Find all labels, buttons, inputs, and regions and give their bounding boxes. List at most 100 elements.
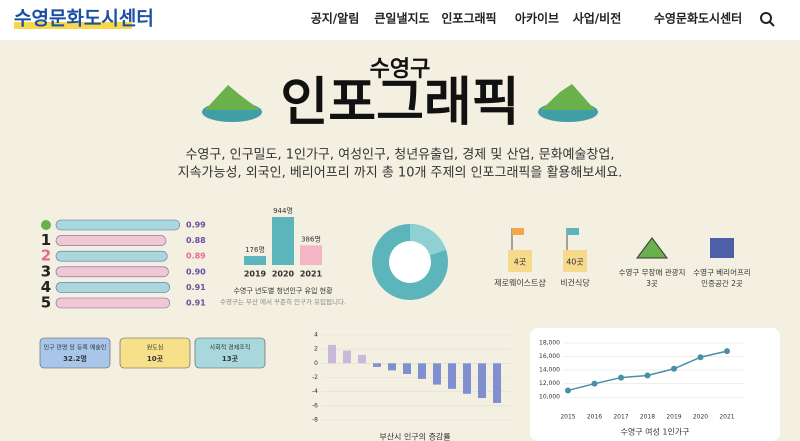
facility-count: 4곳 — [514, 258, 526, 267]
ranking-value: 0.90 — [186, 267, 206, 276]
badge-label: 인구 만명 당 등록 예술인 — [44, 344, 107, 352]
mountain-icon — [636, 237, 668, 259]
ranking-value: 0.89 — [186, 252, 206, 261]
nav-item[interactable]: 사업/비전 — [573, 11, 622, 26]
facility-label: 제로웨이스트샵 — [494, 278, 546, 288]
hero-description: 지속가능성, 외국인, 베리어프리 까지 총 10개 주제의 인포그래픽을 활용… — [178, 166, 623, 181]
facility-count: 3곳 — [646, 279, 658, 288]
ranking-value: 0.99 — [186, 221, 206, 230]
inflow-value: 176명 — [245, 245, 265, 254]
y-tick-label: 12,000 — [539, 380, 560, 387]
building-icon — [710, 238, 734, 258]
change-bar — [478, 363, 486, 399]
donut-hole — [389, 241, 431, 283]
inflow-value: 386명 — [301, 234, 321, 243]
ranking-bar — [55, 250, 168, 262]
nav-item[interactable]: 아카이브 — [515, 11, 559, 26]
inflow-year: 2021 — [300, 270, 323, 279]
rank-number: 5 — [41, 294, 51, 312]
change-bar — [418, 363, 426, 379]
rank-number: 4 — [41, 278, 51, 296]
y-tick-label: 14,000 — [539, 367, 560, 374]
change-bar — [328, 344, 336, 364]
inflow-year: 2020 — [272, 270, 295, 279]
x-tick-label: 2019 — [666, 414, 681, 421]
badge — [39, 337, 111, 369]
change-bar — [403, 363, 411, 374]
rank-number: 2 — [41, 247, 51, 265]
change-bar — [388, 363, 396, 371]
point — [697, 354, 704, 361]
ranking-bar — [55, 219, 181, 231]
change-bar — [448, 363, 456, 389]
ranking-bar — [55, 297, 171, 309]
search-icon[interactable] — [760, 12, 772, 24]
y-tick-label: 0 — [314, 360, 318, 367]
badge-value: 13곳 — [222, 355, 239, 363]
badge — [194, 337, 266, 369]
x-tick-label: 2017 — [613, 414, 628, 421]
y-tick-label: -6 — [312, 402, 318, 409]
change-bar — [373, 363, 381, 367]
inflow-value: 944명 — [273, 206, 293, 215]
y-tick-label: -8 — [312, 417, 318, 424]
facility-box — [563, 250, 587, 272]
point — [618, 374, 624, 381]
facility-label: 수영구 베리어프리 — [693, 267, 751, 277]
header-bg — [0, 0, 800, 40]
point — [591, 380, 598, 387]
point — [644, 372, 651, 379]
line-panel — [530, 328, 780, 441]
badge-label: 사회적 경제조직 — [210, 344, 251, 352]
nav-item[interactable]: 공지/알림 — [311, 11, 360, 26]
badge-label: 원도심 — [147, 344, 164, 352]
badge-value: 10곳 — [147, 355, 164, 363]
point — [671, 365, 677, 372]
flag — [567, 228, 579, 235]
y-tick-label: 4 — [314, 332, 318, 339]
point — [565, 387, 571, 394]
hero-title: 인포그래픽 — [280, 73, 519, 133]
inflow-bar — [272, 217, 294, 265]
ranking-value: 0.91 — [186, 283, 206, 292]
chart-title: 수영구 여성 1인가구 — [620, 427, 689, 437]
facility-label: 수영구 무장애 관광지 — [619, 267, 686, 277]
x-tick-label: 2018 — [640, 414, 655, 421]
location-icon — [41, 220, 51, 230]
y-tick-label: 16,000 — [539, 353, 560, 360]
x-tick-label: 2015 — [560, 414, 575, 421]
rank-number: 3 — [41, 262, 51, 280]
ranking-bar — [55, 282, 171, 293]
y-tick-label: -2 — [312, 374, 318, 381]
logo[interactable]: 수영문화도시센터 — [14, 8, 154, 30]
x-tick-label: 2016 — [587, 414, 602, 421]
mountain-right — [538, 84, 598, 122]
nav-item[interactable]: 수영문화도시센터 — [654, 11, 742, 26]
y-tick-label: 10,000 — [539, 394, 560, 401]
mountain-left — [202, 85, 262, 122]
badge-value: 32.2명 — [63, 354, 87, 363]
point — [724, 348, 730, 355]
change-bar — [493, 363, 501, 403]
search-icon-handle — [769, 21, 775, 27]
nav-item[interactable]: 큰일낼지도 — [374, 11, 429, 26]
inflow-caption: 수영구 년도별 청년인구 유입 현황 — [233, 286, 333, 295]
hero-description: 수영구, 인구밀도, 1인가구, 여성인구, 청년유출입, 경제 및 산업, 문… — [185, 148, 614, 163]
change-bar — [358, 354, 366, 364]
ranking-bar — [55, 266, 169, 278]
x-tick-label: 2021 — [719, 414, 734, 421]
nav-item[interactable]: 인포그래픽 — [441, 11, 496, 26]
facility-count: 40곳 — [566, 258, 584, 267]
inflow-note: 수영구는 부산 에서 꾸준히 인구가 유입됩니다. — [220, 297, 346, 306]
facility-count: 인증공간 2곳 — [701, 278, 743, 288]
chart-title: 부산시 인구의 증감률 — [379, 432, 450, 441]
y-tick-label: 18,000 — [539, 340, 560, 347]
facility-box — [508, 250, 532, 272]
ranking-value: 0.88 — [186, 236, 206, 245]
change-bar — [463, 363, 471, 394]
ranking-value: 0.91 — [186, 299, 206, 308]
inflow-bar — [300, 245, 322, 265]
hero-subtitle: 수영구 — [370, 57, 431, 82]
rank-number: 1 — [41, 231, 51, 249]
